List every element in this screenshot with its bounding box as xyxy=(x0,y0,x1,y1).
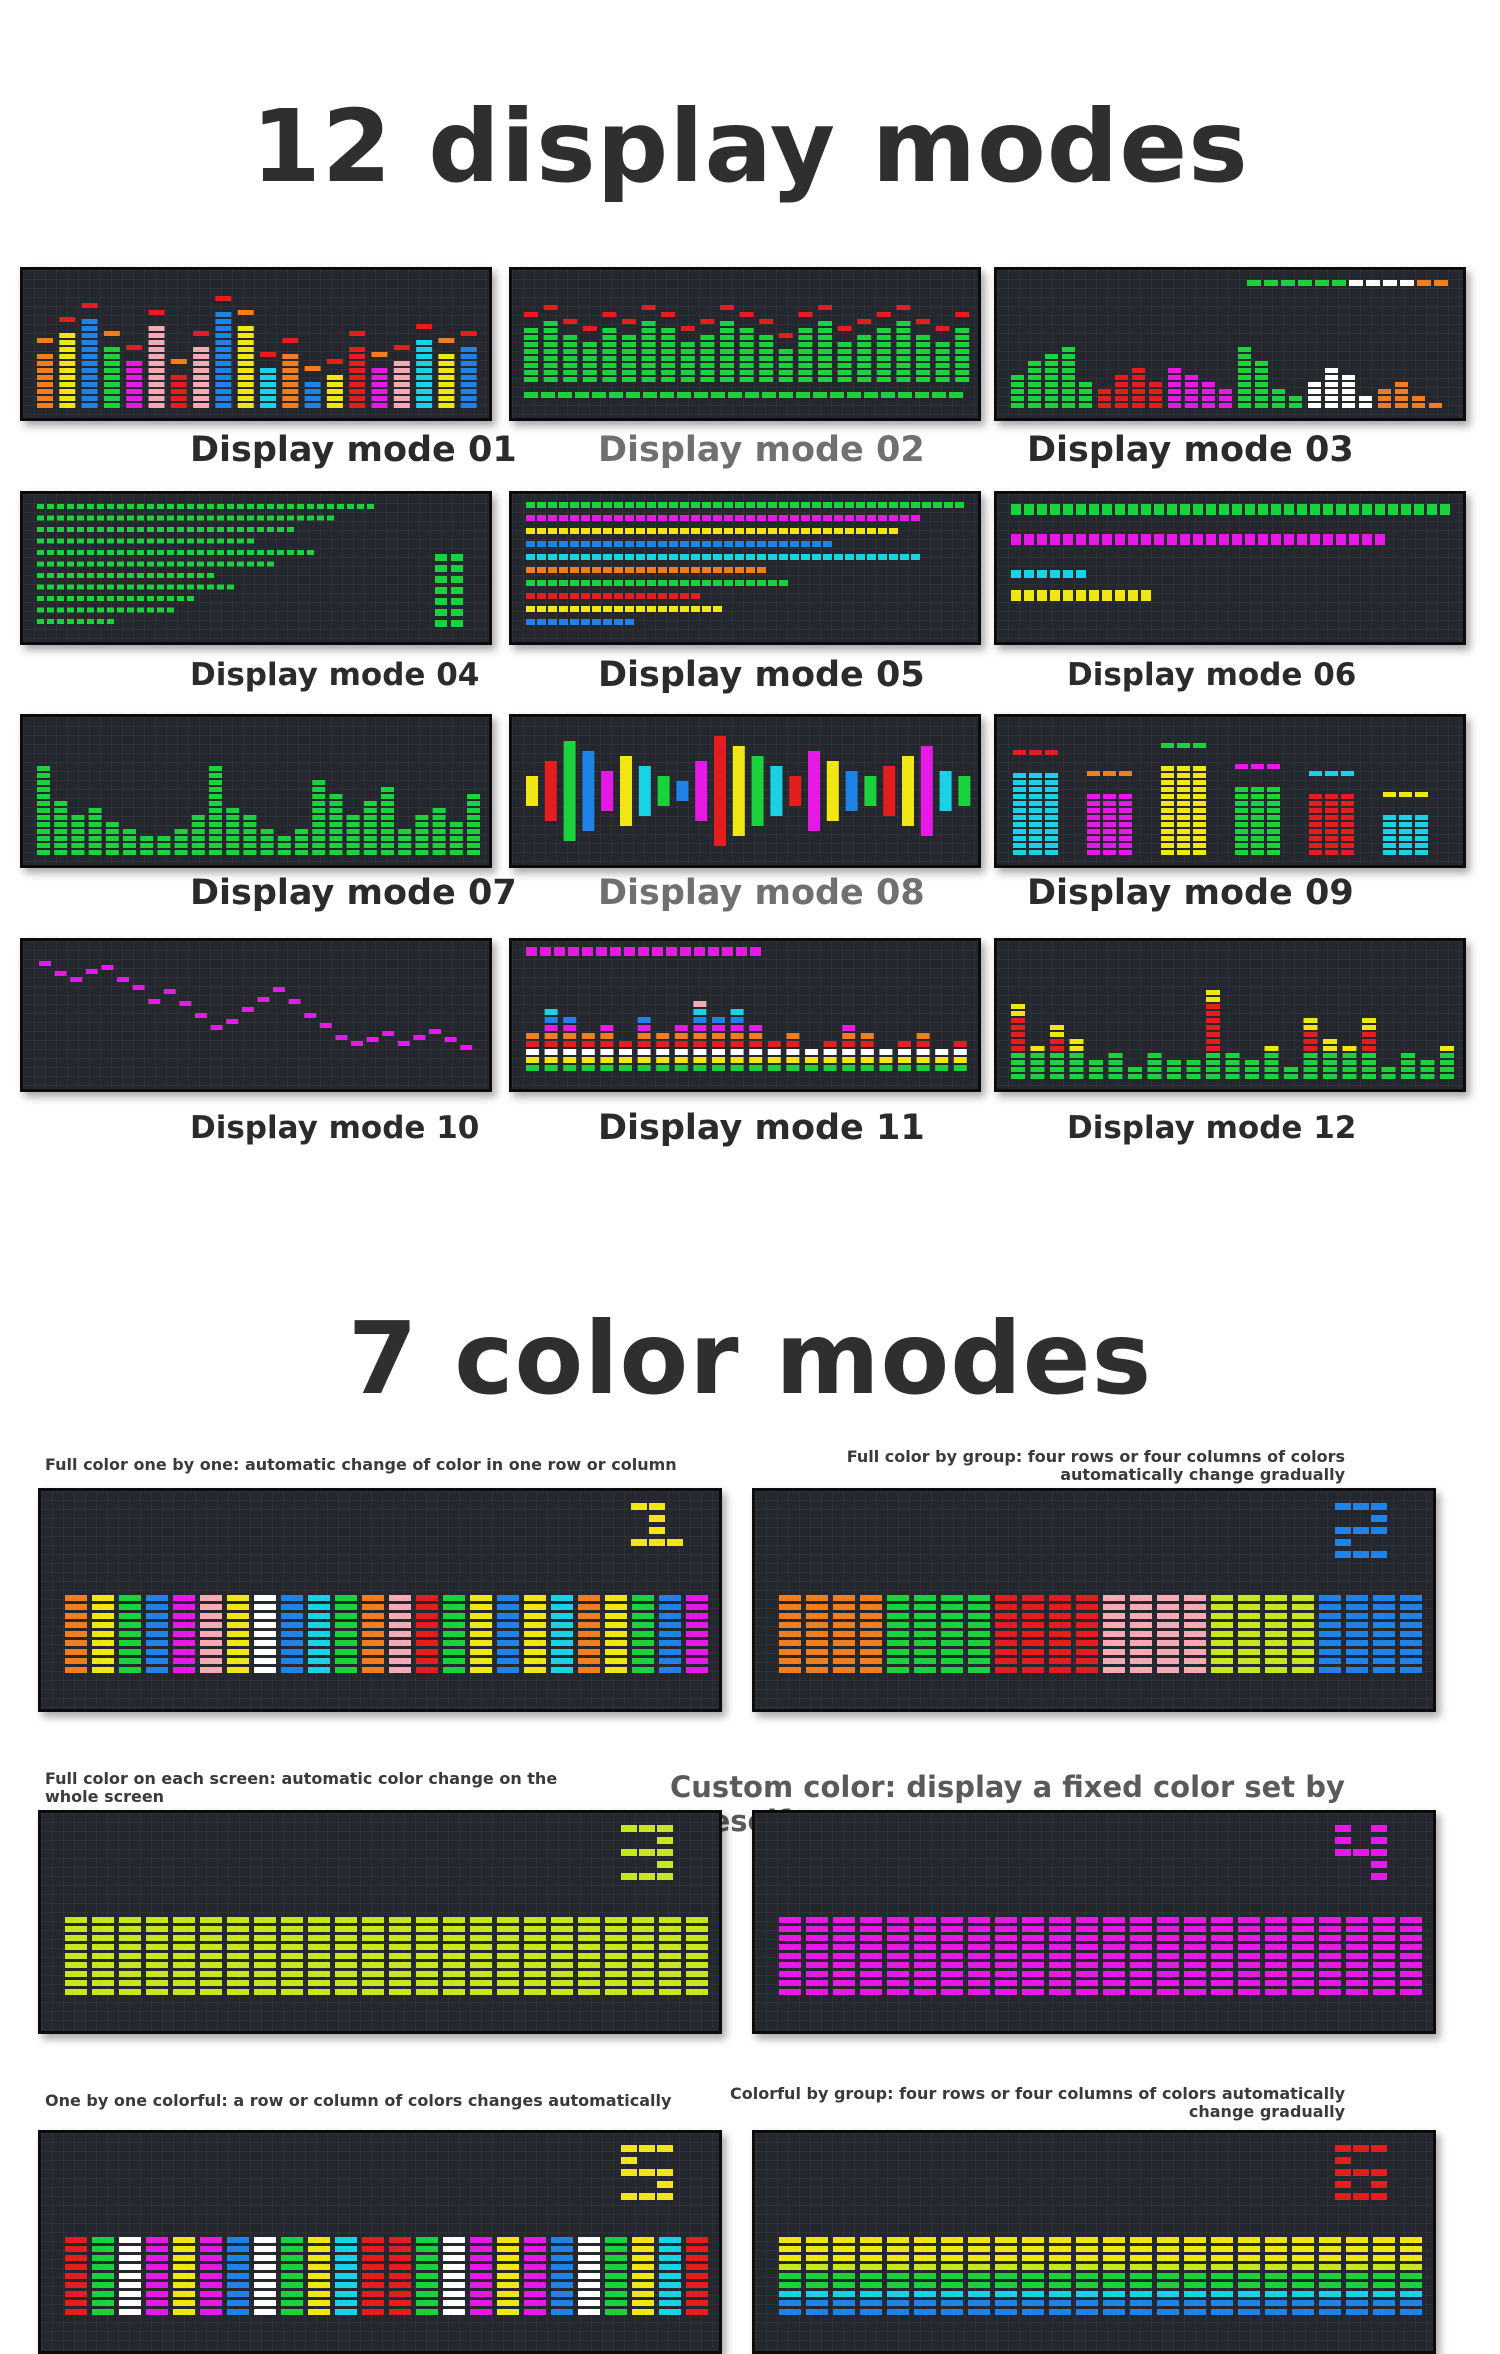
color-mode-6-preview xyxy=(752,2130,1436,2354)
display-mode-08-preview xyxy=(509,714,981,868)
color-modes-title: 7 color modes xyxy=(347,1300,1153,1417)
color-mode-1-description: Full color one by one: automatic change … xyxy=(45,1455,677,1474)
color-mode-5-description: One by one colorful: a row or column of … xyxy=(45,2091,672,2110)
color-mode-2-description: Full color by group: four rows or four c… xyxy=(846,1447,1345,1484)
display-mode-06-label: Display mode 06 xyxy=(1067,657,1357,693)
color-mode-1-preview xyxy=(38,1488,722,1712)
display-mode-11-preview xyxy=(509,938,981,1092)
color-mode-4-preview xyxy=(752,1810,1436,2034)
display-mode-03-preview xyxy=(994,267,1466,421)
color-mode-5-preview xyxy=(38,2130,722,2354)
display-mode-10-preview xyxy=(20,938,492,1092)
display-mode-11-label: Display mode 11 xyxy=(598,1108,925,1148)
display-mode-02-label: Display mode 02 xyxy=(598,430,925,470)
display-mode-02-preview xyxy=(509,267,981,421)
display-mode-05-preview xyxy=(509,491,981,645)
color-mode-2-preview xyxy=(752,1488,1436,1712)
display-mode-07-label: Display mode 07 xyxy=(190,873,517,913)
display-mode-12-label: Display mode 12 xyxy=(1067,1110,1357,1146)
display-mode-01-preview xyxy=(20,267,492,421)
color-mode-6-description: Colorful by group: four rows or four col… xyxy=(729,2084,1345,2121)
display-mode-09-label: Display mode 09 xyxy=(1027,873,1354,913)
color-mode-3-description: Full color on each screen: automatic col… xyxy=(45,1769,558,1806)
display-modes-title: 12 display modes xyxy=(251,88,1249,205)
display-mode-09-preview xyxy=(994,714,1466,868)
color-mode-3-preview xyxy=(38,1810,722,2034)
display-mode-06-preview xyxy=(994,491,1466,645)
display-mode-04-label: Display mode 04 xyxy=(190,657,480,693)
display-mode-08-label: Display mode 08 xyxy=(598,873,925,913)
display-mode-10-label: Display mode 10 xyxy=(190,1110,480,1146)
display-mode-05-label: Display mode 05 xyxy=(598,655,925,695)
display-mode-04-preview xyxy=(20,491,492,645)
display-mode-12-preview xyxy=(994,938,1466,1092)
display-mode-07-preview xyxy=(20,714,492,868)
display-mode-01-label: Display mode 01 xyxy=(190,430,517,470)
display-mode-03-label: Display mode 03 xyxy=(1027,430,1354,470)
